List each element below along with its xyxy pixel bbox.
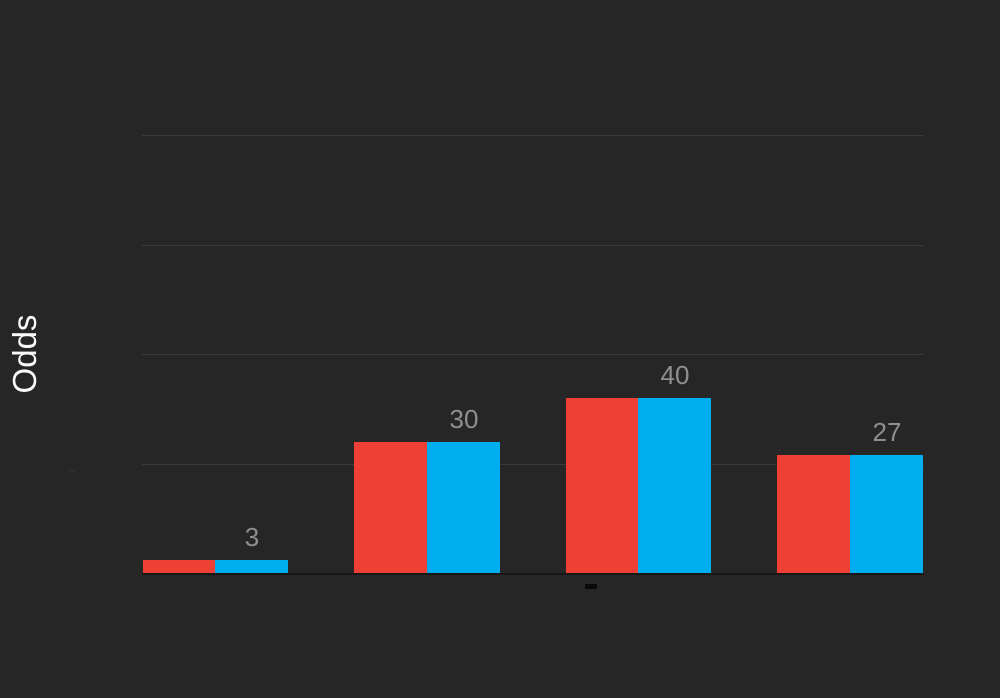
bar-blue-series-2 bbox=[427, 442, 500, 573]
gridline-75 bbox=[142, 245, 924, 246]
gridline-50 bbox=[142, 354, 924, 355]
gridline-100 bbox=[142, 135, 924, 136]
gridline-25 bbox=[142, 464, 924, 465]
bar-blue-series-4 bbox=[850, 455, 923, 573]
bar-value-label-2: 30 bbox=[449, 404, 479, 434]
bar-value-label-1: 3 bbox=[244, 522, 260, 552]
y-axis-title: Odds bbox=[6, 314, 43, 394]
bar-blue-series-3 bbox=[638, 398, 711, 573]
x-axis-line bbox=[142, 573, 924, 575]
bar-red-series-4 bbox=[777, 455, 850, 573]
bar-value-label-4: 27 bbox=[872, 417, 902, 447]
bar-red-series-3 bbox=[566, 398, 639, 573]
bar-red-series-2 bbox=[354, 442, 427, 573]
bar-blue-series-1 bbox=[215, 560, 288, 573]
bar-red-series-1 bbox=[143, 560, 216, 573]
x-axis-label-dash bbox=[585, 584, 597, 589]
bar-value-label-3: 40 bbox=[660, 360, 690, 390]
y-axis-tick-mark bbox=[70, 470, 75, 473]
